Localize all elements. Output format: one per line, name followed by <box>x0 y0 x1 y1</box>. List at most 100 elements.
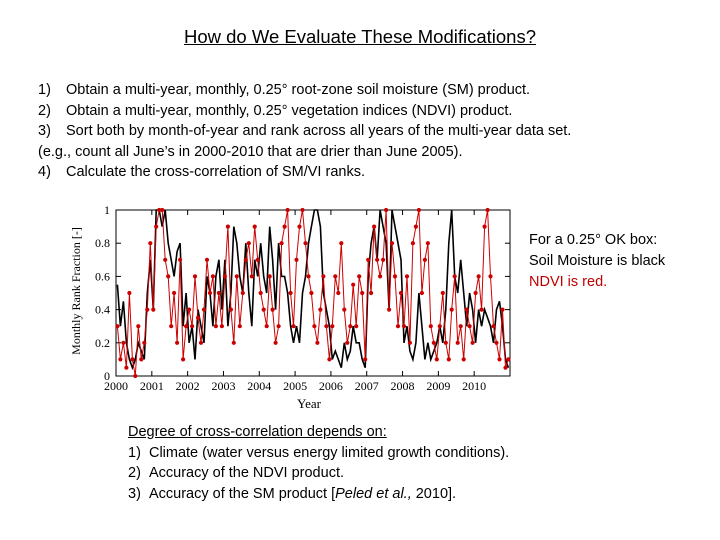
note-soil-moisture: Soil Moisture is black <box>529 253 666 269</box>
series-point-ndvi <box>339 241 344 246</box>
series-line-ndvi <box>116 209 509 377</box>
step-4: 4) Calculate the cross-correlation of SM/… <box>38 162 571 183</box>
series-point-ndvi <box>243 257 248 262</box>
series-point-ndvi <box>357 274 362 279</box>
series-point-ndvi <box>345 340 350 345</box>
step-text: Sort both by month-of-year and rank acro… <box>66 123 572 139</box>
series-point-ndvi <box>133 373 138 379</box>
series-point-ndvi <box>291 324 296 329</box>
series-point-ndvi <box>473 290 478 296</box>
series-point-ndvi <box>198 340 204 345</box>
series-point-ndvi <box>378 274 383 279</box>
series-point-ndvi <box>246 241 251 246</box>
series-point-ndvi <box>446 357 451 362</box>
series-point-ndvi <box>213 324 218 329</box>
x-tick-label: 2010 <box>462 379 486 393</box>
series-point-ndvi <box>169 324 174 329</box>
series-point-ndvi <box>503 365 508 370</box>
series-point-ndvi <box>181 357 186 362</box>
series-point-ndvi <box>279 241 284 246</box>
series-point-ndvi <box>348 324 353 329</box>
series-point-ndvi <box>195 315 201 320</box>
series-point-ndvi <box>419 290 424 296</box>
step-3: 3) Sort both by month-of-year and rank ac… <box>38 121 571 142</box>
citation: Peled et al., <box>335 485 412 502</box>
series-point-ndvi <box>413 224 418 229</box>
series-point-ndvi <box>255 257 260 262</box>
series-point-ndvi <box>300 207 305 213</box>
series-point-ndvi <box>187 307 192 312</box>
series-point-ndvi <box>324 324 329 329</box>
series-point-ndvi <box>139 357 144 362</box>
series-point-ndvi <box>222 274 227 279</box>
degree-item-3: 3) Accuracy of the SM product [Peled et … <box>128 484 509 505</box>
series-point-ndvi <box>437 324 442 329</box>
step-number: 3) <box>38 123 51 139</box>
series-point-ndvi <box>416 207 421 213</box>
series-point-ndvi <box>231 340 236 345</box>
x-tick-label: 2004 <box>247 379 271 393</box>
series-point-ndvi <box>327 357 332 362</box>
series-point-ndvi <box>154 224 159 229</box>
series-point-ndvi <box>184 324 189 329</box>
series-point-ndvi <box>351 282 356 287</box>
series-point-ndvi <box>452 274 457 279</box>
series-point-ndvi <box>264 324 269 329</box>
series-point-ndvi <box>398 290 404 296</box>
series-point-ndvi <box>381 257 386 262</box>
series-point-ndvi <box>127 290 132 296</box>
series-point-ndvi <box>148 241 153 246</box>
series-point-ndvi <box>404 274 410 279</box>
series-point-ndvi <box>237 324 242 329</box>
series-point-ndvi <box>318 307 323 312</box>
series-point-ndvi <box>387 307 392 312</box>
series-point-ndvi <box>207 290 213 296</box>
step-text: (e.g., count all June’s in 2000-2010 tha… <box>38 143 463 160</box>
series-point-ndvi <box>303 241 308 246</box>
series-point-ndvi <box>192 274 198 279</box>
x-tick-label: 2001 <box>140 379 164 393</box>
series-point-ndvi <box>470 340 475 345</box>
series-point-ndvi <box>285 207 290 213</box>
series-point-ndvi <box>190 324 195 329</box>
series-point-ndvi <box>461 357 466 362</box>
series-point-ndvi <box>401 324 407 329</box>
x-tick-label: 2000 <box>104 379 128 393</box>
slide-title: How do We Evaluate These Modifications? <box>183 26 537 47</box>
series-point-ndvi <box>330 324 335 329</box>
x-tick-label: 2003 <box>211 379 235 393</box>
y-tick-label: 1 <box>104 203 110 217</box>
series-point-ndvi <box>389 241 395 246</box>
series-point-ndvi <box>506 357 511 362</box>
series-point-ndvi <box>434 357 439 362</box>
series-point-ndvi <box>297 224 302 229</box>
series-point-ndvi <box>270 307 275 312</box>
y-tick-label: 0 <box>104 369 110 383</box>
step-number: 2) <box>38 102 51 119</box>
item-text: Accuracy of the SM product [ <box>148 485 336 502</box>
note-box-label: For a 0.25° OK box: <box>529 232 658 248</box>
item-text: Accuracy of the NDVI product. <box>148 465 344 481</box>
series-point-ndvi <box>476 274 481 279</box>
y-tick-label: 0.6 <box>95 269 110 283</box>
series-point-ndvi <box>166 274 171 279</box>
series-point-ndvi <box>252 224 257 229</box>
series-point-ndvi <box>258 290 263 296</box>
series-point-ndvi <box>500 307 505 312</box>
step-number: 1) <box>38 82 51 98</box>
series-point-ndvi <box>145 307 150 312</box>
item-text-end: 2010]. <box>411 485 457 502</box>
series-point-ndvi <box>315 340 320 345</box>
series-point-ndvi <box>372 224 377 229</box>
series-point-ndvi <box>482 224 487 229</box>
x-tick-label: 2009 <box>426 379 450 393</box>
series-point-ndvi <box>172 290 177 296</box>
series-point-ndvi <box>363 357 368 362</box>
series-point-ndvi <box>443 340 448 345</box>
degree-heading: Degree of cross-correlation depends on: <box>128 424 387 440</box>
series-point-ndvi <box>228 307 233 312</box>
series-point-ndvi <box>240 290 245 296</box>
series-point-ndvi <box>422 257 427 262</box>
rank-fraction-chart: 2000 2001 2002 2003 2004 2005 2006 2007 2008 2009… <box>69 203 511 411</box>
series-point-ndvi <box>375 257 380 262</box>
